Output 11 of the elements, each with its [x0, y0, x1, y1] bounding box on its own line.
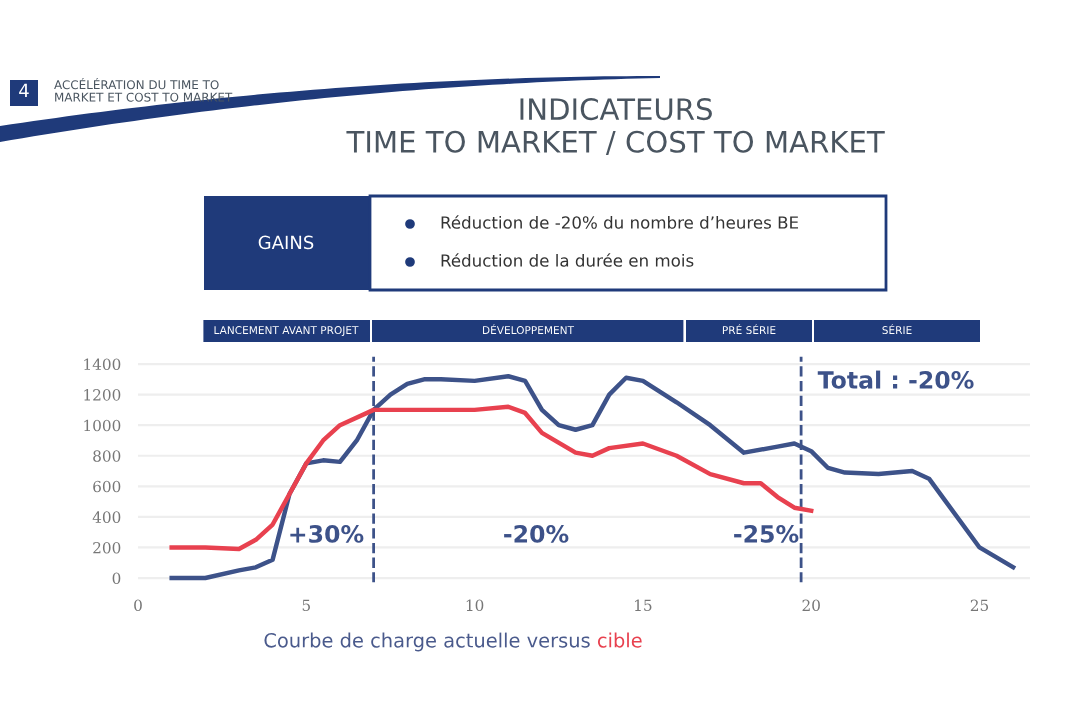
- annotation: +30%: [290, 524, 364, 543]
- annotation: -25%: [734, 524, 799, 543]
- line-series: [169, 404, 814, 552]
- text: Courbe de charge actuelle versus cible: [264, 632, 642, 652]
- annotation: -20%: [504, 524, 569, 543]
- text: GAINS: [258, 235, 314, 250]
- chart-title: INDICATEURS TIME TO MARKET / COST TO MARKET: [346, 98, 885, 156]
- text: 4: [19, 83, 29, 97]
- annotation: Total : -20%: [817, 370, 974, 389]
- text: Réduction de -20% du nombre d’heures BE: [441, 215, 799, 229]
- text: Réduction de la durée en mois: [441, 253, 694, 267]
